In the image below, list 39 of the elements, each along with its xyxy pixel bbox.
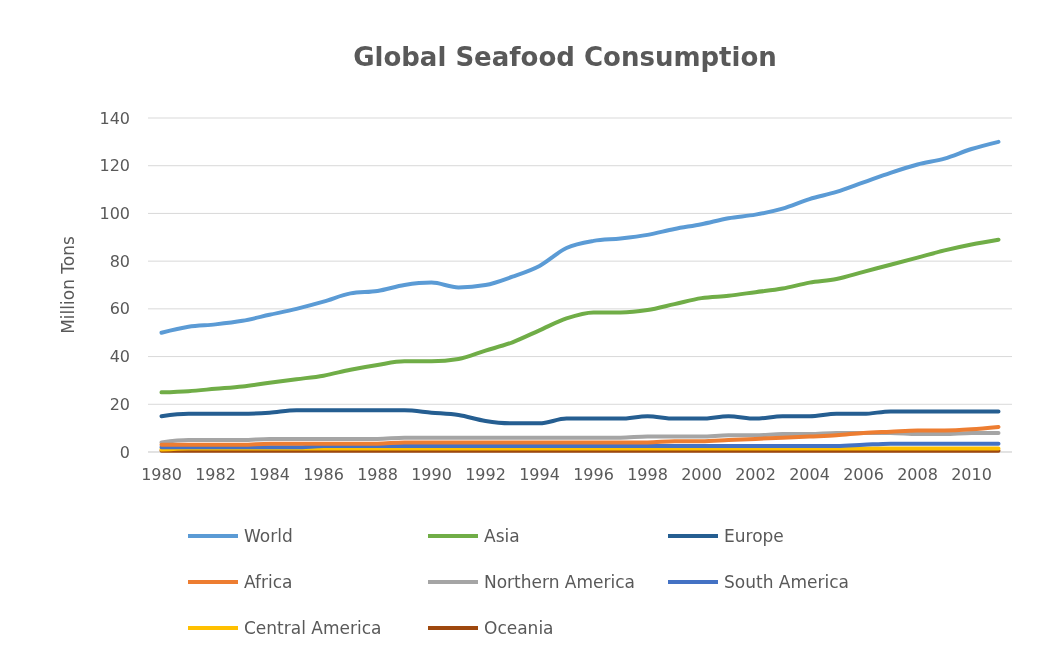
- x-tick-label: 2002: [735, 465, 776, 484]
- chart-title: Global Seafood Consumption: [353, 42, 777, 72]
- x-tick-label: 2006: [843, 465, 884, 484]
- legend-label: Northern America: [484, 571, 635, 592]
- legend-label: Asia: [484, 525, 520, 546]
- y-tick-label: 20: [109, 394, 130, 414]
- legend-label: Africa: [244, 571, 293, 592]
- y-tick-label: 60: [109, 299, 130, 319]
- legend-label: World: [244, 525, 293, 546]
- legend-label: Central America: [244, 617, 382, 638]
- x-tick-label: 1984: [249, 465, 290, 484]
- x-tick-label: 1990: [411, 465, 452, 484]
- x-tick-label: 1992: [465, 465, 506, 484]
- x-tick-label: 1998: [627, 465, 668, 484]
- x-tick-label: 1986: [303, 465, 344, 484]
- x-tick-label: 1980: [141, 465, 182, 484]
- x-tick-label: 2000: [681, 465, 722, 484]
- x-tick-label: 1994: [519, 465, 560, 484]
- y-tick-label: 80: [109, 251, 130, 271]
- line-series: [159, 139, 1001, 335]
- x-tick-label: 1988: [357, 465, 398, 484]
- line-series: [159, 430, 1001, 445]
- line-series: [159, 408, 1001, 426]
- x-tick-label: 1996: [573, 465, 614, 484]
- x-tick-label: 2010: [951, 465, 992, 484]
- y-tick-label: 120: [99, 156, 130, 176]
- y-tick-label: 140: [99, 108, 130, 128]
- x-tick-label: 2008: [897, 465, 938, 484]
- line-series: [159, 424, 1001, 447]
- legend-label: Europe: [724, 525, 784, 546]
- legend-label: South America: [724, 571, 849, 592]
- y-tick-label: 0: [119, 442, 130, 462]
- y-axis-title: Million Tons: [58, 236, 78, 334]
- line-series: [159, 237, 1001, 395]
- y-tick-label: 100: [99, 204, 130, 224]
- x-tick-label: 1982: [195, 465, 236, 484]
- x-tick-label: 2004: [789, 465, 830, 484]
- y-tick-label: 40: [109, 347, 130, 367]
- legend-label: Oceania: [484, 617, 554, 638]
